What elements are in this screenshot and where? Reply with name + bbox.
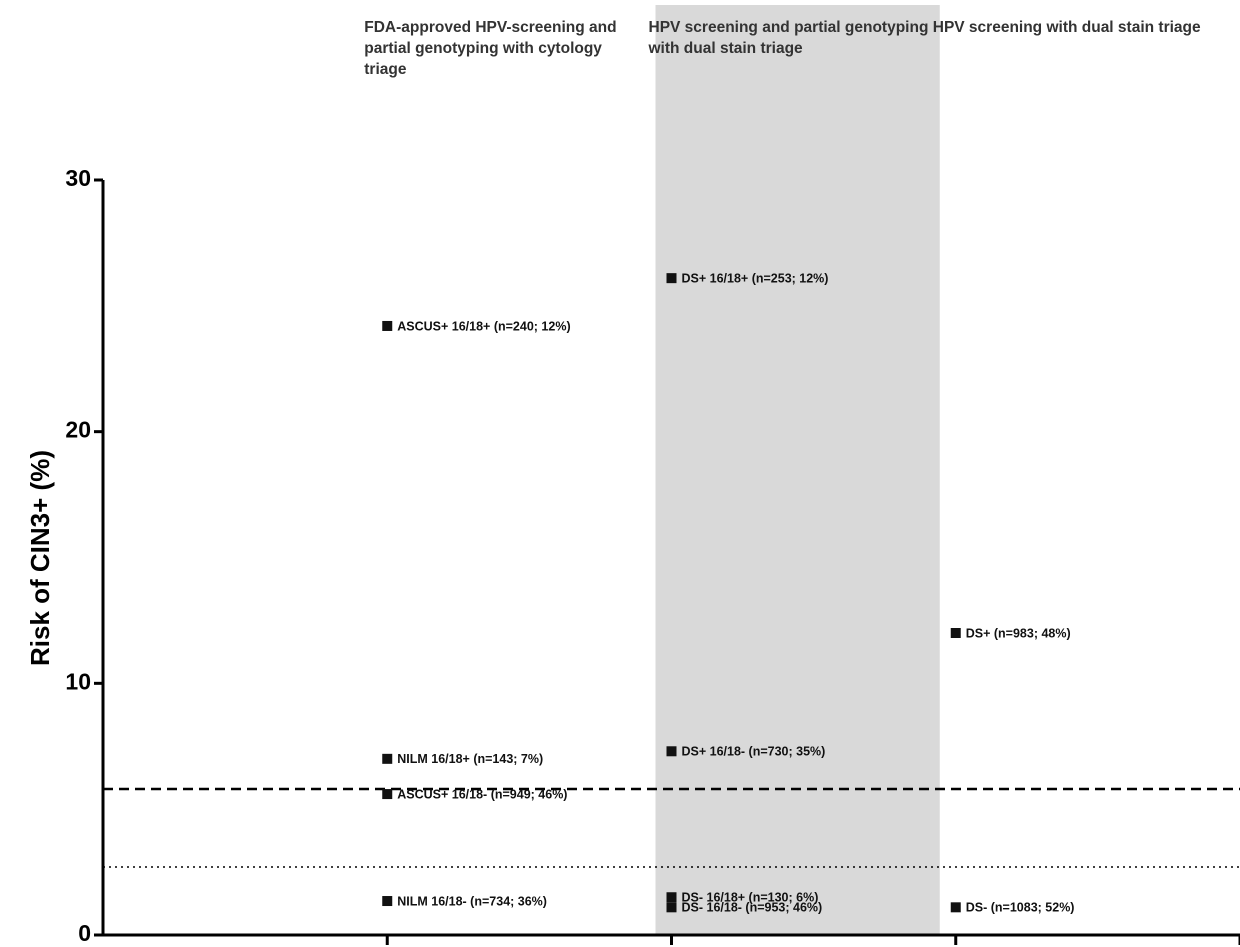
point-label: ASCUS+ 16/18- (n=949; 46%) <box>397 787 567 801</box>
marker <box>950 628 961 638</box>
y-axis-label: Risk of CIN3+ (%) <box>25 450 55 666</box>
marker <box>382 320 393 331</box>
point-label: NILM 16/18- (n=734; 36%) <box>397 894 547 908</box>
marker <box>666 273 677 284</box>
marker <box>382 753 393 764</box>
point-label: DS- (n=1083; 52%) <box>966 901 1075 915</box>
marker <box>950 902 961 913</box>
highlight-band <box>655 5 940 935</box>
y-tick-label: 30 <box>65 165 91 191</box>
column-header: HPV screening with dual stain triage <box>932 19 1201 36</box>
point-label: DS- 16/18- (n=953; 46%) <box>682 901 823 915</box>
y-tick-label: 10 <box>65 668 91 694</box>
point-label: DS- 16/18+ (n=130; 6%) <box>682 891 819 905</box>
marker <box>666 892 677 903</box>
marker <box>382 789 393 800</box>
y-tick-label: 0 <box>78 920 91 946</box>
marker <box>666 746 677 757</box>
marker <box>382 896 393 907</box>
point-label: DS+ 16/18- (n=730; 35%) <box>682 745 826 759</box>
y-tick-label: 20 <box>65 417 91 443</box>
marker <box>666 902 677 913</box>
column-header: FDA-approved HPV-screening and partial g… <box>364 19 617 78</box>
point-label: DS+ (n=983; 48%) <box>966 626 1071 640</box>
point-label: DS+ 16/18+ (n=253; 12%) <box>682 271 829 285</box>
point-label: ASCUS+ 16/18+ (n=240; 12%) <box>397 319 570 333</box>
point-label: NILM 16/18+ (n=143; 7%) <box>397 752 543 766</box>
column-header: HPV screening and partial genotyping wit… <box>648 19 929 57</box>
